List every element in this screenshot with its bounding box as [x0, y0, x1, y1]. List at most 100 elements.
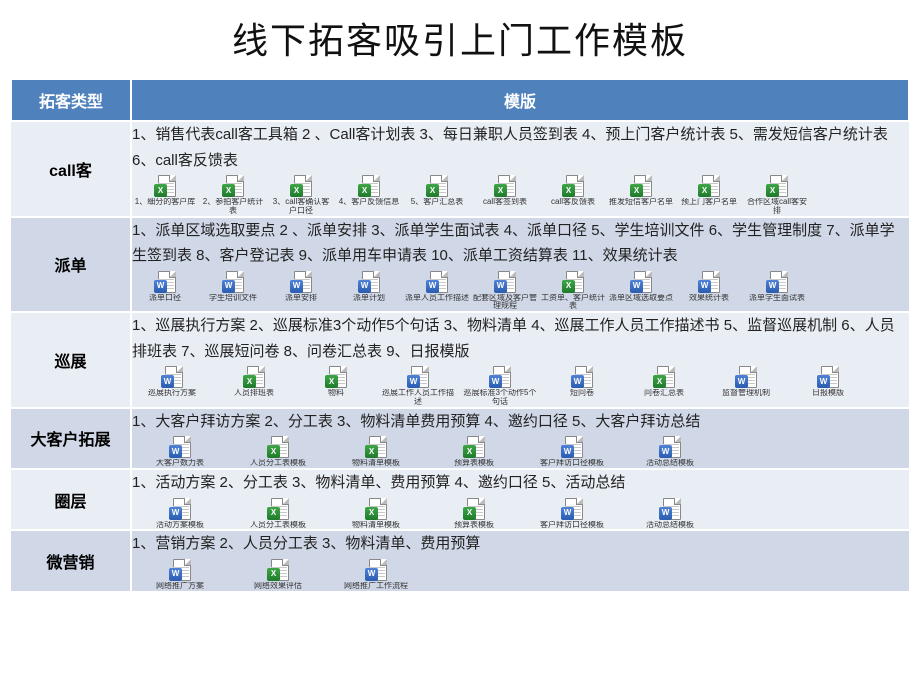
type-cell: call客	[11, 121, 131, 217]
excel-file-icon	[267, 436, 289, 458]
excel-file-icon	[426, 175, 448, 197]
file-label: 派单人员工作描述	[405, 294, 469, 303]
excel-file-icon	[766, 175, 788, 197]
word-file-icon	[489, 366, 511, 388]
excel-file-icon	[463, 498, 485, 520]
file-item[interactable]: 合作区域call客安排	[745, 175, 809, 216]
file-label: call客签到表	[473, 198, 537, 207]
content-cell: 1、巡展执行方案 2、巡展标准3个动作5个句话 3、物料清单 4、巡展工作人员工…	[131, 312, 909, 408]
file-item[interactable]: 1、细分的客户库	[133, 175, 197, 207]
file-label: 巡展标准3个动作5个句话	[461, 389, 539, 407]
file-item[interactable]: 派单口径	[133, 271, 197, 303]
file-item[interactable]: call客反馈表	[541, 175, 605, 207]
file-item[interactable]: 预算表模板	[427, 436, 521, 468]
file-item[interactable]: 活动总结模板	[623, 436, 717, 468]
file-item[interactable]: 3、call客确认客户口径	[269, 175, 333, 216]
excel-file-icon	[267, 559, 289, 581]
file-item[interactable]: 派单学生面试表	[745, 271, 809, 303]
word-file-icon	[659, 498, 681, 520]
file-item[interactable]: 巡展标准3个动作5个句话	[461, 366, 539, 407]
file-item[interactable]: 预上门客户名单	[677, 175, 741, 207]
file-item[interactable]: 网络推广方案	[133, 559, 227, 591]
file-item[interactable]: 客户拜访口径模板	[525, 498, 619, 530]
col-header-template: 模版	[131, 79, 909, 121]
file-item[interactable]: 派单人员工作描述	[405, 271, 469, 303]
file-label: 学生培训文件	[201, 294, 265, 303]
excel-file-icon	[267, 498, 289, 520]
table-row: call客1、销售代表call客工具箱 2 、Call客计划表 3、每日兼职人员…	[11, 121, 909, 217]
file-item[interactable]: 配套区域及客户管理规程	[473, 271, 537, 312]
file-item[interactable]: 巡展执行方案	[133, 366, 211, 398]
file-label: 大客户数力表	[133, 459, 227, 468]
file-label: 网络效果评估	[231, 582, 325, 591]
file-item[interactable]: 5、客户汇总表	[405, 175, 469, 207]
file-item[interactable]: 预算表模板	[427, 498, 521, 530]
file-item[interactable]: 4、客户反馈信息	[337, 175, 401, 207]
file-label: 派单安排	[269, 294, 333, 303]
file-label: 客户拜访口径模板	[525, 459, 619, 468]
file-item[interactable]: 推发短信客户名单	[609, 175, 673, 207]
file-item[interactable]: 人员分工表模板	[231, 436, 325, 468]
word-file-icon	[154, 271, 176, 293]
file-item[interactable]: 监督管理机制	[707, 366, 785, 398]
word-file-icon	[561, 498, 583, 520]
file-label: 派单口径	[133, 294, 197, 303]
file-item[interactable]: 物料清单模板	[329, 498, 423, 530]
file-item[interactable]: 巡展工作人员工作描述	[379, 366, 457, 407]
file-item[interactable]: 学生培训文件	[201, 271, 265, 303]
file-item[interactable]: call客签到表	[473, 175, 537, 207]
file-label: 推发短信客户名单	[609, 198, 673, 207]
row-description: 1、活动方案 2、分工表 3、物料清单、费用预算 4、邀约口径 5、活动总结	[132, 470, 909, 496]
file-item[interactable]: 客户拜访口径模板	[525, 436, 619, 468]
file-label: 预上门客户名单	[677, 198, 741, 207]
file-item[interactable]: 人员排班表	[215, 366, 293, 398]
table-row: 微营销1、营销方案 2、人员分工表 3、物料清单、费用预算网络推广方案网络效果评…	[11, 530, 909, 590]
file-item[interactable]: 派单区域选取要点	[609, 271, 673, 303]
file-item[interactable]: 活动总结模板	[623, 498, 717, 530]
file-item[interactable]: 短问卷	[543, 366, 621, 398]
word-file-icon	[494, 271, 516, 293]
type-cell: 巡展	[11, 312, 131, 408]
file-label: 配套区域及客户管理规程	[473, 294, 537, 312]
file-label: 物料清单模板	[329, 459, 423, 468]
file-label: 问卷汇总表	[625, 389, 703, 398]
file-item[interactable]: 大客户数力表	[133, 436, 227, 468]
word-file-icon	[222, 271, 244, 293]
file-label: 合作区域call客安排	[745, 198, 809, 216]
excel-file-icon	[365, 436, 387, 458]
file-icon-row: 大客户数力表人员分工表模板物料清单模板预算表模板客户拜访口径模板活动总结模板	[132, 436, 909, 468]
file-item[interactable]: 网络推广工作流程	[329, 559, 423, 591]
row-description: 1、销售代表call客工具箱 2 、Call客计划表 3、每日兼职人员签到表 4…	[132, 122, 909, 173]
word-file-icon	[426, 271, 448, 293]
file-label: 工资单、客户统计表	[541, 294, 605, 312]
word-file-icon	[169, 559, 191, 581]
excel-file-icon	[358, 175, 380, 197]
file-item[interactable]: 派单安排	[269, 271, 333, 303]
file-item[interactable]: 派单计划	[337, 271, 401, 303]
excel-file-icon	[290, 175, 312, 197]
file-item[interactable]: 工资单、客户统计表	[541, 271, 605, 312]
file-item[interactable]: 问卷汇总表	[625, 366, 703, 398]
table-row: 派单1、派单区域选取要点 2 、派单安排 3、派单学生面试表 4、派单口径 5、…	[11, 217, 909, 313]
file-item[interactable]: 物料清单模板	[329, 436, 423, 468]
word-file-icon	[817, 366, 839, 388]
word-file-icon	[365, 559, 387, 581]
file-item[interactable]: 日报模版	[789, 366, 867, 398]
file-item[interactable]: 2、参拍客户统计表	[201, 175, 265, 216]
excel-file-icon	[325, 366, 347, 388]
excel-file-icon	[154, 175, 176, 197]
file-item[interactable]: 人员分工表模板	[231, 498, 325, 530]
file-item[interactable]: 效果统计表	[677, 271, 741, 303]
file-label: 4、客户反馈信息	[337, 198, 401, 207]
file-icon-row: 网络推广方案网络效果评估网络推广工作流程	[132, 559, 909, 591]
file-item[interactable]: 活动方案模板	[133, 498, 227, 530]
excel-file-icon	[365, 498, 387, 520]
table-row: 巡展1、巡展执行方案 2、巡展标准3个动作5个句话 3、物料清单 4、巡展工作人…	[11, 312, 909, 408]
file-item[interactable]: 物料	[297, 366, 375, 398]
file-label: 巡展工作人员工作描述	[379, 389, 457, 407]
file-item[interactable]: 网络效果评估	[231, 559, 325, 591]
word-file-icon	[358, 271, 380, 293]
word-file-icon	[659, 436, 681, 458]
row-description: 1、营销方案 2、人员分工表 3、物料清单、费用预算	[132, 531, 909, 557]
file-label: 派单计划	[337, 294, 401, 303]
